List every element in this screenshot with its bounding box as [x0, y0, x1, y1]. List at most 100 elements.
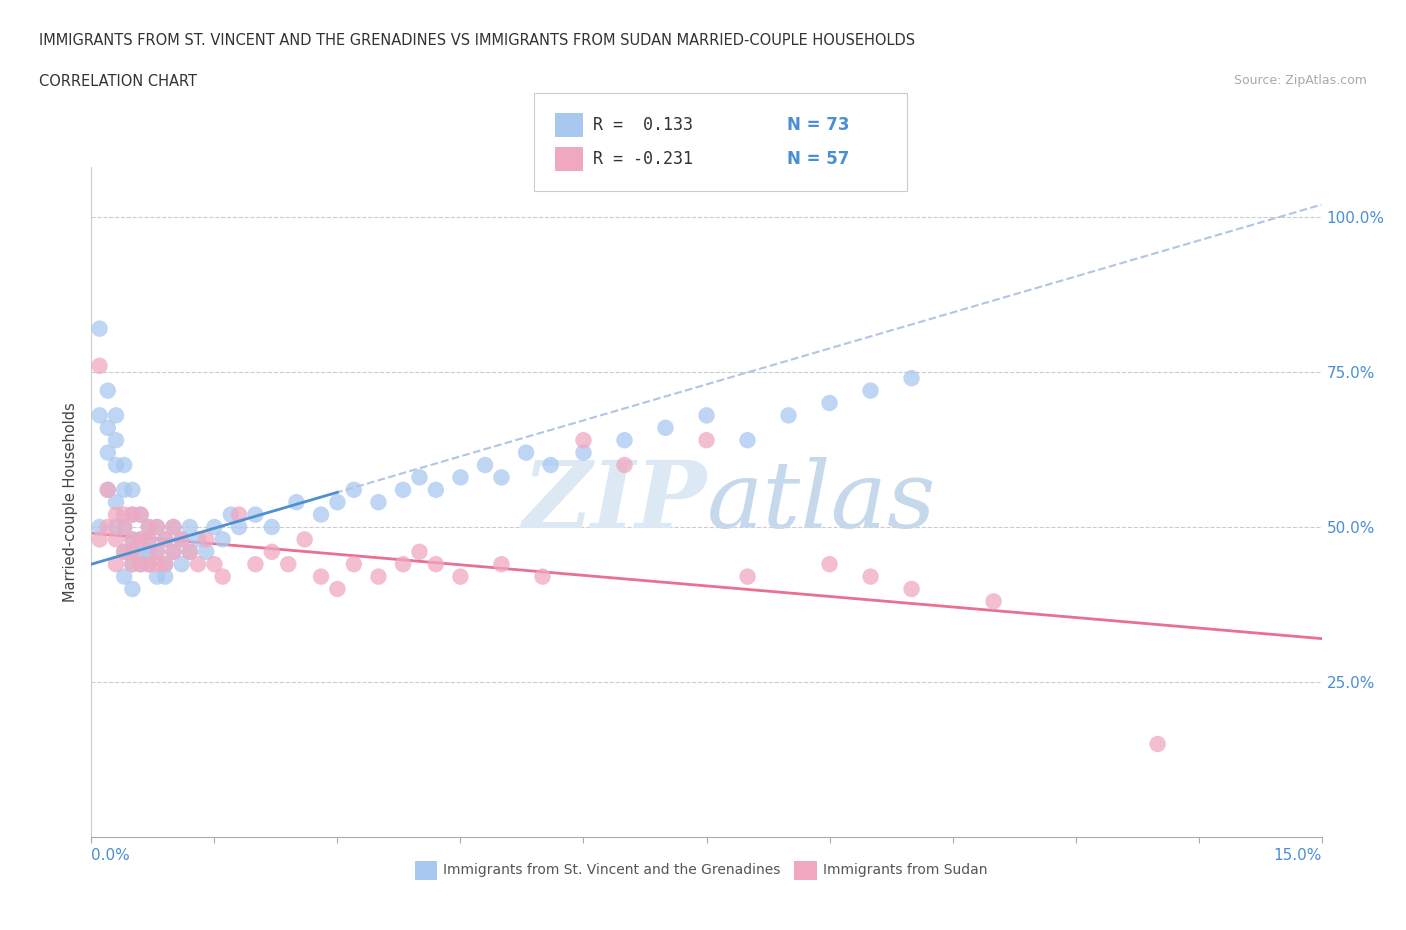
- Point: [138, 532, 160, 547]
- Point: [105, 507, 127, 522]
- Point: [162, 544, 184, 559]
- Point: [121, 557, 143, 572]
- Point: [153, 569, 177, 584]
- Point: [294, 532, 316, 547]
- Text: CORRELATION CHART: CORRELATION CHART: [39, 74, 197, 89]
- Point: [425, 557, 447, 572]
- Point: [121, 507, 143, 522]
- Point: [89, 358, 111, 373]
- Point: [138, 557, 160, 572]
- Point: [695, 408, 717, 423]
- Point: [146, 544, 169, 559]
- Point: [153, 532, 177, 547]
- Text: Immigrants from Sudan: Immigrants from Sudan: [823, 863, 987, 878]
- Point: [146, 569, 169, 584]
- Point: [97, 483, 120, 498]
- Point: [112, 520, 135, 535]
- Point: [97, 520, 120, 535]
- Point: [572, 445, 595, 460]
- Point: [211, 569, 233, 584]
- Point: [343, 557, 366, 572]
- Point: [112, 544, 135, 559]
- Point: [153, 557, 177, 572]
- Point: [211, 532, 233, 547]
- Point: [146, 544, 169, 559]
- Point: [818, 557, 841, 572]
- Point: [309, 507, 332, 522]
- Point: [105, 408, 127, 423]
- Point: [89, 520, 111, 535]
- Point: [515, 445, 537, 460]
- Point: [97, 383, 120, 398]
- Point: [112, 458, 135, 472]
- Point: [138, 520, 160, 535]
- Point: [121, 532, 143, 547]
- Point: [170, 532, 193, 547]
- Point: [326, 581, 349, 596]
- Point: [219, 507, 242, 522]
- Point: [572, 432, 595, 447]
- Text: Source: ZipAtlas.com: Source: ZipAtlas.com: [1233, 74, 1367, 87]
- Point: [121, 544, 143, 559]
- Point: [129, 557, 152, 572]
- Point: [138, 557, 160, 572]
- Point: [737, 569, 759, 584]
- Point: [654, 420, 676, 435]
- Point: [153, 557, 177, 572]
- Point: [162, 520, 184, 535]
- Text: IMMIGRANTS FROM ST. VINCENT AND THE GRENADINES VS IMMIGRANTS FROM SUDAN MARRIED-: IMMIGRANTS FROM ST. VINCENT AND THE GREN…: [39, 33, 915, 47]
- Point: [112, 507, 135, 522]
- Point: [425, 483, 447, 498]
- Point: [202, 557, 225, 572]
- Point: [89, 408, 111, 423]
- Point: [818, 395, 841, 410]
- Point: [146, 520, 169, 535]
- Point: [245, 507, 267, 522]
- Point: [195, 544, 218, 559]
- Text: Immigrants from St. Vincent and the Grenadines: Immigrants from St. Vincent and the Gren…: [443, 863, 780, 878]
- Point: [105, 532, 127, 547]
- Point: [187, 532, 209, 547]
- Point: [367, 569, 389, 584]
- Point: [540, 458, 562, 472]
- Point: [162, 544, 184, 559]
- Point: [392, 557, 415, 572]
- Point: [89, 321, 111, 336]
- Point: [195, 532, 218, 547]
- Point: [228, 507, 250, 522]
- Point: [983, 594, 1005, 609]
- Point: [129, 507, 152, 522]
- Point: [170, 557, 193, 572]
- Point: [245, 557, 267, 572]
- Point: [138, 520, 160, 535]
- Point: [737, 432, 759, 447]
- Point: [105, 458, 127, 472]
- Point: [121, 581, 143, 596]
- Point: [202, 520, 225, 535]
- Point: [859, 569, 882, 584]
- Point: [146, 520, 169, 535]
- Point: [112, 520, 135, 535]
- Point: [326, 495, 349, 510]
- Point: [491, 557, 513, 572]
- Point: [277, 557, 299, 572]
- Point: [179, 544, 201, 559]
- Point: [129, 544, 152, 559]
- Point: [408, 544, 430, 559]
- Point: [260, 544, 283, 559]
- Point: [138, 532, 160, 547]
- Point: [146, 557, 169, 572]
- Point: [392, 483, 415, 498]
- Point: [695, 432, 717, 447]
- Point: [367, 495, 389, 510]
- Text: ZIP: ZIP: [522, 458, 706, 547]
- Point: [170, 532, 193, 547]
- Point: [153, 532, 177, 547]
- Text: atlas: atlas: [706, 458, 936, 547]
- Point: [121, 557, 143, 572]
- Point: [408, 470, 430, 485]
- Point: [187, 557, 209, 572]
- Point: [129, 532, 152, 547]
- Point: [1146, 737, 1168, 751]
- Point: [129, 557, 152, 572]
